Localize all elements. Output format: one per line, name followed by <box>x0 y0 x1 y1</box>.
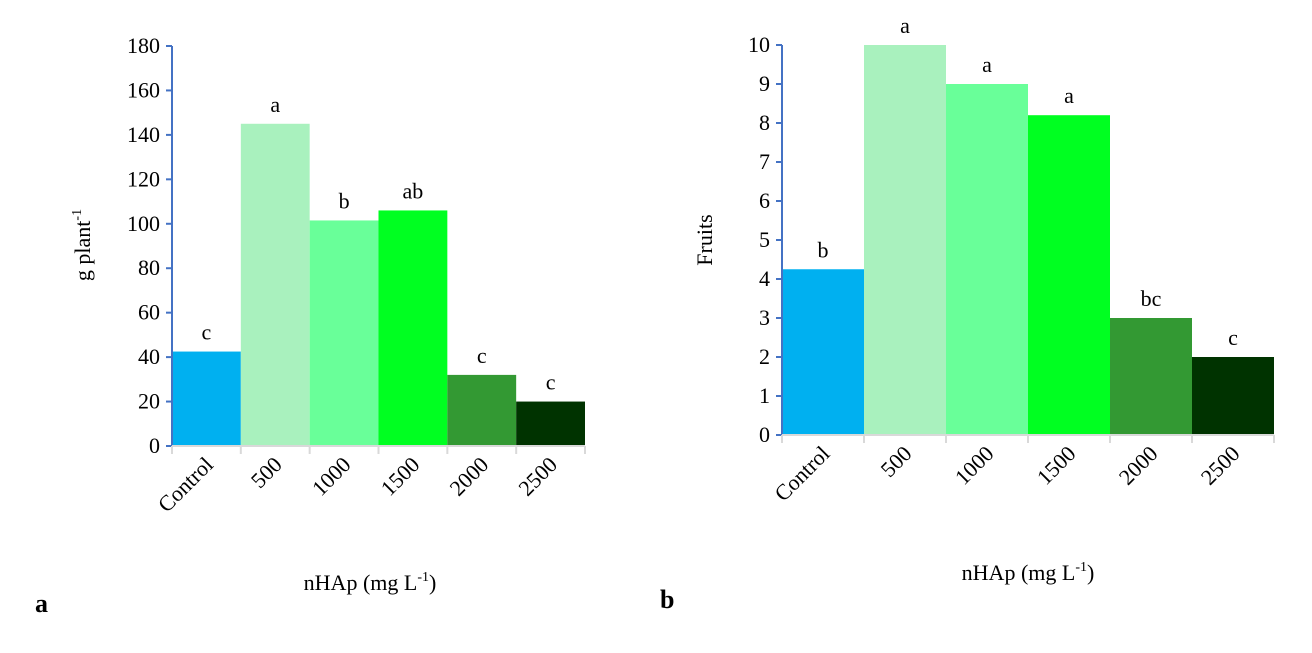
significance-label: a <box>1064 83 1074 108</box>
x-tick-label: 1000 <box>950 441 999 490</box>
x-tick-label: 500 <box>876 441 917 482</box>
x-axis-label-text: nHAp (mg L <box>304 570 418 595</box>
y-tick-label: 80 <box>138 255 160 280</box>
y-tick-label: 4 <box>759 266 770 291</box>
x-axis-label-tail: ) <box>1087 560 1094 585</box>
y-tick-label: 120 <box>127 166 160 191</box>
significance-label: c <box>477 343 487 368</box>
significance-label: a <box>982 52 992 77</box>
y-tick-label: 3 <box>759 305 770 330</box>
y-tick-label: 8 <box>759 110 770 135</box>
y-tick-label: 100 <box>127 211 160 236</box>
y-axis-label-superscript: -1 <box>70 209 85 221</box>
y-axis-label: g plant-1 <box>70 209 95 281</box>
y-tick-label: 10 <box>748 32 770 57</box>
chart-b: b a a a bc c 0 1 2 3 4 5 6 7 8 9 10 Control 500 1000 1500 200… <box>660 13 1275 614</box>
y-tick-label: 7 <box>759 149 770 174</box>
bar-2500 <box>516 401 585 446</box>
panel-label: b <box>660 585 674 614</box>
bar-1000 <box>309 220 379 446</box>
x-axis-label-superscript: -1 <box>417 570 429 585</box>
bar-500 <box>864 45 946 435</box>
x-tick-label: Control <box>153 452 218 517</box>
bar-control <box>782 269 864 435</box>
x-tick-label: 2000 <box>1114 441 1163 490</box>
x-axis-label-superscript: -1 <box>1075 560 1087 575</box>
x-tick-label: 1000 <box>307 452 356 501</box>
significance-label: a <box>900 13 910 38</box>
y-tick-label: 180 <box>127 33 160 58</box>
x-tick-label: 1500 <box>376 452 425 501</box>
x-tick-label: 1500 <box>1032 441 1081 490</box>
y-tick-label: 160 <box>127 77 160 102</box>
y-tick-label: 6 <box>759 188 770 213</box>
x-axis-label-tail: ) <box>429 570 436 595</box>
x-tick-label: 500 <box>246 452 287 493</box>
bar-2000 <box>447 374 517 446</box>
x-axis-label: nHAp (mg L-1) <box>304 570 437 595</box>
bar-1500 <box>1028 115 1110 435</box>
x-tick-label: 2500 <box>1196 441 1245 490</box>
bar-500 <box>240 123 310 447</box>
y-axis-label-text: g plant <box>70 221 95 282</box>
significance-label: c <box>546 370 556 395</box>
y-axis-label: Fruits <box>692 214 717 265</box>
significance-label: a <box>270 92 280 117</box>
significance-label: b <box>818 237 829 262</box>
bar-1500 <box>378 210 448 446</box>
y-tick-label: 0 <box>149 433 160 458</box>
y-axis-label-text: Fruits <box>692 214 717 265</box>
y-tick-label: 5 <box>759 227 770 252</box>
x-tick-label: 2500 <box>513 452 562 501</box>
y-tick-label: 2 <box>759 344 770 369</box>
y-tick-label: 1 <box>759 383 770 408</box>
significance-label: bc <box>1141 286 1162 311</box>
bar-2000 <box>1110 318 1192 435</box>
y-tick-label: 0 <box>759 422 770 447</box>
bar-2500 <box>1192 357 1274 435</box>
x-axis-label-text: nHAp (mg L <box>962 560 1076 585</box>
bar-control <box>172 351 241 446</box>
y-tick-label: 60 <box>138 300 160 325</box>
y-tick-label: 20 <box>138 389 160 414</box>
y-tick-label: 40 <box>138 344 160 369</box>
x-tick-label: 2000 <box>444 452 493 501</box>
panel-label: a <box>35 589 48 618</box>
y-tick-label: 9 <box>759 71 770 96</box>
significance-label: ab <box>403 178 424 203</box>
significance-label: b <box>339 188 350 213</box>
x-axis-label: nHAp (mg L-1) <box>962 560 1095 585</box>
significance-label: c <box>1228 325 1238 350</box>
significance-label: c <box>202 320 212 345</box>
x-tick-label: Control <box>769 441 834 506</box>
y-tick-label: 140 <box>127 122 160 147</box>
bar-1000 <box>946 84 1028 435</box>
